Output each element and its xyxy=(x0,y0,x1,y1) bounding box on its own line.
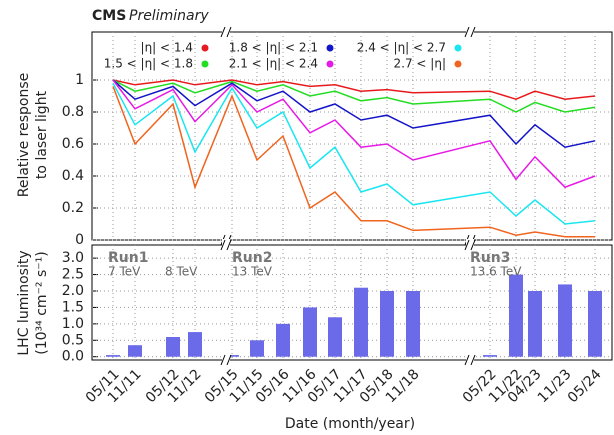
y-tick-label: 0.2 xyxy=(62,200,84,216)
annotation: Run2 xyxy=(232,250,272,266)
series-line xyxy=(112,86,595,238)
y-axis-title: to laser light xyxy=(34,90,50,179)
y-tick-label: 1.5 xyxy=(62,299,84,315)
y-tick-label: 0.4 xyxy=(62,168,84,184)
bar xyxy=(380,291,394,357)
bar xyxy=(188,332,202,357)
y-axis-title: (10³⁴ cm⁻² s⁻¹) xyxy=(34,251,50,355)
series-line xyxy=(112,79,596,189)
axis-break xyxy=(220,239,232,251)
y-tick-label: 0 xyxy=(75,232,84,248)
series-line xyxy=(112,79,596,100)
bar xyxy=(128,345,142,357)
bar xyxy=(528,291,542,357)
series-line xyxy=(112,79,596,149)
y-tick-label: 2.5 xyxy=(62,267,84,283)
annotation: 8 TeV xyxy=(165,265,198,279)
legend-label: 2.1 < |η| < 2.4 xyxy=(229,57,318,71)
axis-break-gap xyxy=(466,354,474,366)
bar xyxy=(558,284,572,357)
legend-marker xyxy=(326,44,334,52)
bar xyxy=(250,340,264,357)
legend-label: 2.4 < |η| < 2.7 xyxy=(357,41,446,55)
x-tick-label: 05/24 xyxy=(565,366,605,406)
axis-break-gap xyxy=(466,26,474,38)
plot-frame xyxy=(91,244,613,361)
y-tick-label: 0.8 xyxy=(62,104,84,120)
legend-label: 1.5 < |η| < 1.8 xyxy=(104,57,193,71)
annotation: Run3 xyxy=(470,250,510,266)
y-tick-label: 0.0 xyxy=(62,349,84,365)
bar xyxy=(166,337,180,357)
chart-subtitle: Preliminary xyxy=(129,8,209,24)
chart-title: CMS xyxy=(92,8,126,24)
bar xyxy=(354,287,368,357)
bar xyxy=(303,307,317,357)
legend-marker xyxy=(454,44,462,52)
annotation: 7 TeV xyxy=(108,265,141,279)
axis-break-gap xyxy=(222,354,230,366)
x-tick-label: 11/23 xyxy=(535,366,575,406)
y-tick-label: 0.5 xyxy=(62,332,84,348)
axis-break-gap xyxy=(466,239,474,251)
legend-marker xyxy=(201,44,209,52)
legend-marker xyxy=(201,60,209,68)
axis-break-gap xyxy=(222,26,230,38)
axis-break xyxy=(464,354,476,366)
bar xyxy=(483,355,497,357)
legend-label: 1.8 < |η| < 2.1 xyxy=(229,41,318,55)
bar xyxy=(509,274,523,357)
axis-break xyxy=(464,239,476,251)
bar xyxy=(588,291,602,357)
series-line xyxy=(112,82,596,225)
x-axis-title: Date (month/year) xyxy=(285,416,415,432)
axis-break xyxy=(464,26,476,38)
y-tick-label: 1.0 xyxy=(62,316,84,332)
y-tick-label: 1 xyxy=(75,72,84,88)
annotation: 13.6 TeV xyxy=(470,265,522,279)
legend-marker xyxy=(326,60,334,68)
annotation: Run1 xyxy=(108,250,148,266)
legend-marker xyxy=(454,60,462,68)
legend-label: |η| < 1.4 xyxy=(141,41,193,55)
y-tick-label: 3.0 xyxy=(62,250,84,266)
y-axis-title: LHC luminosity xyxy=(16,250,32,355)
axis-break xyxy=(220,354,232,366)
legend-label: 2.7 < |η| xyxy=(394,57,446,71)
axis-break-gap xyxy=(222,239,230,251)
y-axis-title: Relative response xyxy=(16,73,32,198)
bar xyxy=(225,355,239,357)
bar xyxy=(406,291,420,357)
y-tick-label: 0.6 xyxy=(62,136,84,152)
bar xyxy=(276,323,290,357)
series-line xyxy=(112,79,596,113)
axis-break xyxy=(220,26,232,38)
bar xyxy=(106,355,120,357)
annotation: 13 TeV xyxy=(232,265,273,279)
y-tick-label: 2.0 xyxy=(62,283,84,299)
bar xyxy=(328,317,342,357)
